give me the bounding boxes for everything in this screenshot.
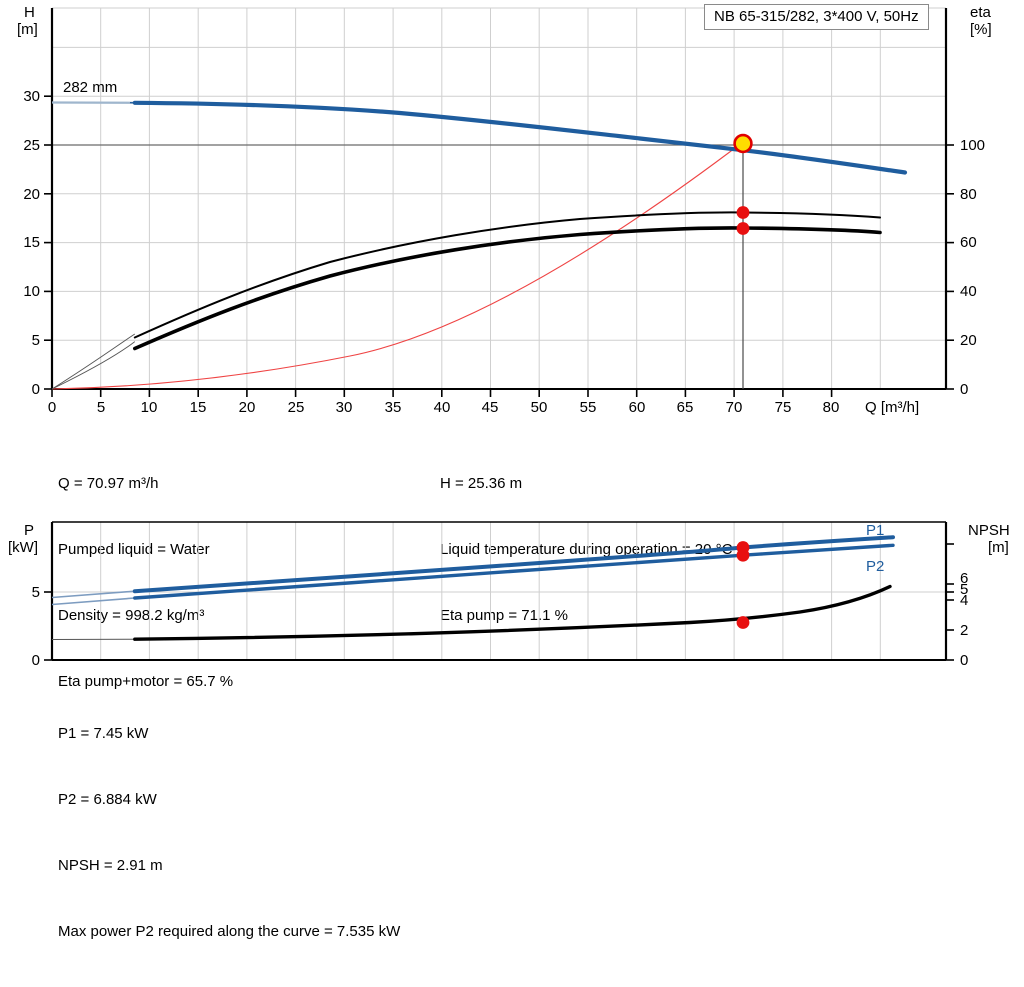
q-tick-45: 45 xyxy=(470,399,510,416)
head-curve xyxy=(135,103,905,173)
eta-tick-20: 20 xyxy=(960,332,977,349)
npsh-tick-2: 2 xyxy=(960,622,968,639)
q-tick-0: 0 xyxy=(32,399,72,416)
q-tick-30: 30 xyxy=(324,399,364,416)
q-tick-5: 5 xyxy=(81,399,121,416)
q-tick-50: 50 xyxy=(519,399,559,416)
bottom-left-axis-unit: [kW] xyxy=(8,539,38,556)
top-right-axis-title: eta xyxy=(970,4,991,21)
h-tick-5: 5 xyxy=(8,332,40,349)
info-bottom-line-4: Max power P2 required along the curve = … xyxy=(58,921,400,943)
info-right-line-1: H = 25.36 m xyxy=(440,473,732,495)
npsh-curve xyxy=(135,587,890,640)
q-tick-55: 55 xyxy=(568,399,608,416)
power-info-block: P1 = 7.45 kW P2 = 6.884 kW NPSH = 2.91 m… xyxy=(58,679,400,987)
h-tick-25: 25 xyxy=(1,137,40,154)
h-tick-10: 10 xyxy=(1,283,40,300)
eta-tick-100: 100 xyxy=(960,137,985,154)
npsh-tick-0: 0 xyxy=(960,652,968,669)
system-curve xyxy=(52,142,743,389)
p1-series-label: P1 xyxy=(866,522,884,539)
pump-curve-page: H [m] eta [%] 282 mm NB 65-315/282, 3*40… xyxy=(0,0,1024,781)
eta-pump-point-marker xyxy=(737,206,750,219)
q-axis-label: Q [m³/h] xyxy=(865,399,919,416)
eta-tick-0: 0 xyxy=(960,381,968,398)
top-chart-x-ticks xyxy=(52,389,832,397)
duty-point-marker xyxy=(735,135,752,152)
q-tick-40: 40 xyxy=(422,399,462,416)
top-right-axis-unit: [%] xyxy=(970,21,992,38)
bottom-right-axis-unit: [m] xyxy=(988,539,1009,556)
impeller-size-label: 282 mm xyxy=(63,79,117,96)
q-tick-60: 60 xyxy=(617,399,657,416)
bottom-right-axis-title: NPSH xyxy=(968,522,1010,539)
top-left-axis-unit: [m] xyxy=(17,21,38,38)
top-chart-right-ticks xyxy=(946,145,954,389)
q-tick-15: 15 xyxy=(178,399,218,416)
npsh-point-marker xyxy=(737,616,750,629)
info-bottom-line-1: P1 = 7.45 kW xyxy=(58,723,400,745)
top-chart-vertical-gridlines xyxy=(101,8,881,389)
q-tick-80: 80 xyxy=(811,399,851,416)
eta-tick-80: 80 xyxy=(960,186,977,203)
q-tick-20: 20 xyxy=(227,399,267,416)
q-tick-70: 70 xyxy=(714,399,754,416)
info-bottom-line-2: P2 = 6.884 kW xyxy=(58,789,400,811)
bottom-chart-left-ticks xyxy=(44,592,52,660)
eta-pump-curve-lead xyxy=(52,334,135,389)
page-title: NB 65-315/282, 3*400 V, 50Hz xyxy=(704,4,929,30)
p2-curve-leadin xyxy=(52,598,135,605)
p2-point-marker xyxy=(737,549,750,562)
q-tick-65: 65 xyxy=(665,399,705,416)
q-tick-35: 35 xyxy=(373,399,413,416)
p-tick-5: 5 xyxy=(8,584,40,601)
top-chart-horizontal-gridlines xyxy=(52,8,946,340)
bottom-chart-right-ticks xyxy=(946,544,954,660)
q-tick-75: 75 xyxy=(763,399,803,416)
eta-tick-60: 60 xyxy=(960,234,977,251)
eta-pump-motor-curve xyxy=(52,342,135,389)
head-eta-chart xyxy=(0,0,1024,420)
h-tick-30: 30 xyxy=(1,88,40,105)
p2-series-label: P2 xyxy=(866,558,884,575)
top-chart-left-ticks xyxy=(44,96,52,389)
bottom-left-axis-title: P xyxy=(24,522,34,539)
q-tick-25: 25 xyxy=(276,399,316,416)
npsh-tick-6: 6 xyxy=(960,570,968,587)
h-tick-15: 15 xyxy=(1,234,40,251)
h-tick-20: 20 xyxy=(1,186,40,203)
p-tick-0: 0 xyxy=(8,652,40,669)
p2-curve xyxy=(135,545,893,598)
eta-tick-40: 40 xyxy=(960,283,977,300)
info-left-line-1: Q = 70.97 m³/h xyxy=(58,473,233,495)
top-left-axis-title: H xyxy=(24,4,35,21)
eta-pump-motor-point-marker xyxy=(737,222,750,235)
h-tick-0: 0 xyxy=(8,381,40,398)
p1-curve xyxy=(135,537,893,591)
info-bottom-line-3: NPSH = 2.91 m xyxy=(58,855,400,877)
power-npsh-chart xyxy=(0,520,1024,670)
q-tick-10: 10 xyxy=(129,399,169,416)
bottom-chart-horizontal-gridlines xyxy=(52,522,946,592)
